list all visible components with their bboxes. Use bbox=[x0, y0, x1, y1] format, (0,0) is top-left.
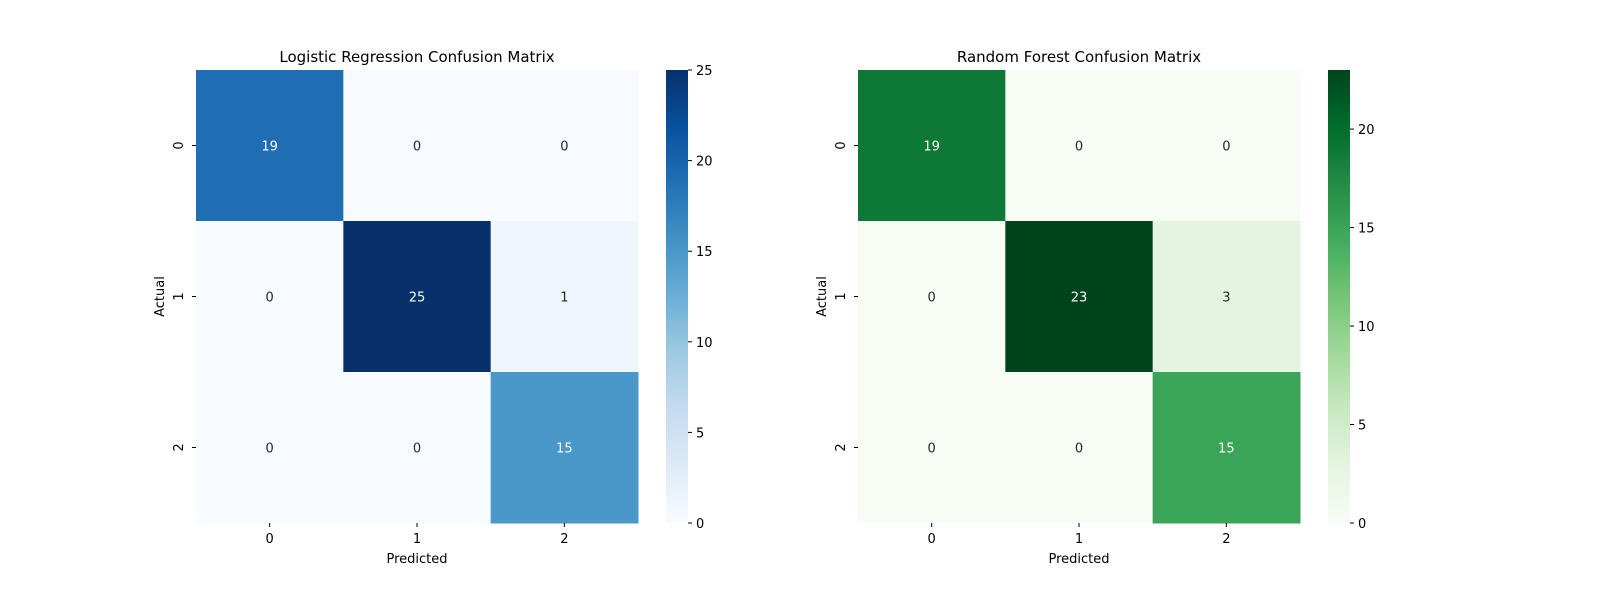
heatmap-cell-1-2 bbox=[1152, 221, 1301, 373]
y-tick-label: 1 bbox=[172, 292, 187, 300]
cell-value-label: 1 bbox=[560, 291, 568, 306]
colorbar-tick-label: 0 bbox=[1358, 517, 1366, 532]
y-tick-label: 0 bbox=[834, 141, 849, 149]
cell-value-label: 15 bbox=[556, 442, 573, 457]
colorbar-tick-label: 20 bbox=[696, 155, 713, 170]
y-tick-label: 1 bbox=[834, 292, 849, 300]
colorbar bbox=[1328, 70, 1350, 523]
x-tick-label: 1 bbox=[1075, 532, 1083, 547]
heatmap-cell-1-0 bbox=[196, 221, 344, 373]
heatmap-cell-0-2 bbox=[1152, 70, 1301, 222]
heatmap-cell-1-1 bbox=[343, 221, 492, 373]
colorbar bbox=[666, 70, 688, 523]
y-tick-label: 2 bbox=[172, 443, 187, 451]
heatmap-cell-0-0 bbox=[196, 70, 344, 222]
cell-value-label: 19 bbox=[923, 140, 940, 155]
heatmap-cell-0-1 bbox=[1005, 70, 1154, 222]
colorbar-tick-label: 25 bbox=[696, 64, 713, 79]
cell-value-label: 3 bbox=[1222, 291, 1230, 306]
y-tick-label: 2 bbox=[834, 443, 849, 451]
cell-value-label: 0 bbox=[560, 140, 568, 155]
x-tick-label: 0 bbox=[266, 532, 274, 547]
heatmap-cell-2-1 bbox=[1005, 372, 1154, 524]
x-tick-label: 2 bbox=[1222, 532, 1230, 547]
x-tick-label: 0 bbox=[928, 532, 936, 547]
x-tick-label: 2 bbox=[560, 532, 568, 547]
heatmap-cell-1-1 bbox=[1005, 221, 1154, 373]
heatmap-cell-1-2 bbox=[490, 221, 639, 373]
cell-value-label: 0 bbox=[413, 442, 421, 457]
y-axis-label: Actual bbox=[815, 276, 830, 317]
heatmap-cell-2-0 bbox=[858, 372, 1006, 524]
colorbar-tick-label: 5 bbox=[1358, 419, 1366, 434]
cell-value-label: 15 bbox=[1218, 442, 1235, 457]
colorbar-tick-label: 5 bbox=[696, 426, 704, 441]
cell-value-label: 25 bbox=[409, 291, 426, 306]
cell-value-label: 23 bbox=[1071, 291, 1088, 306]
cell-value-label: 0 bbox=[1075, 140, 1083, 155]
heatmap-cell-2-1 bbox=[343, 372, 492, 524]
colorbar-tick-label: 20 bbox=[1358, 123, 1375, 138]
heatmap-cell-1-0 bbox=[858, 221, 1006, 373]
chart-title: Random Forest Confusion Matrix bbox=[957, 48, 1201, 66]
cell-value-label: 0 bbox=[1222, 140, 1230, 155]
colorbar-tick-label: 15 bbox=[696, 245, 713, 260]
cell-value-label: 0 bbox=[413, 140, 421, 155]
heatmap-cell-0-0 bbox=[858, 70, 1006, 222]
heatmap-cell-2-2 bbox=[490, 372, 639, 524]
y-axis-label: Actual bbox=[153, 276, 168, 317]
x-axis-label: Predicted bbox=[386, 552, 447, 567]
cell-value-label: 19 bbox=[261, 140, 278, 155]
cell-value-label: 0 bbox=[1075, 442, 1083, 457]
chart-title: Logistic Regression Confusion Matrix bbox=[279, 48, 554, 66]
x-tick-label: 1 bbox=[413, 532, 421, 547]
heatmap-cell-2-0 bbox=[196, 372, 344, 524]
heatmap-cell-2-2 bbox=[1152, 372, 1301, 524]
heatmap-cell-0-2 bbox=[490, 70, 639, 222]
x-axis-label: Predicted bbox=[1048, 552, 1109, 567]
cell-value-label: 0 bbox=[928, 442, 936, 457]
colorbar-tick-label: 10 bbox=[1358, 320, 1375, 335]
cell-value-label: 0 bbox=[266, 442, 274, 457]
y-tick-label: 0 bbox=[172, 141, 187, 149]
colorbar-tick-label: 15 bbox=[1358, 222, 1375, 237]
heatmap-cell-0-1 bbox=[343, 70, 492, 222]
cell-value-label: 0 bbox=[928, 291, 936, 306]
colorbar-tick-label: 0 bbox=[696, 517, 704, 532]
cell-value-label: 0 bbox=[266, 291, 274, 306]
colorbar-tick-label: 10 bbox=[696, 336, 713, 351]
